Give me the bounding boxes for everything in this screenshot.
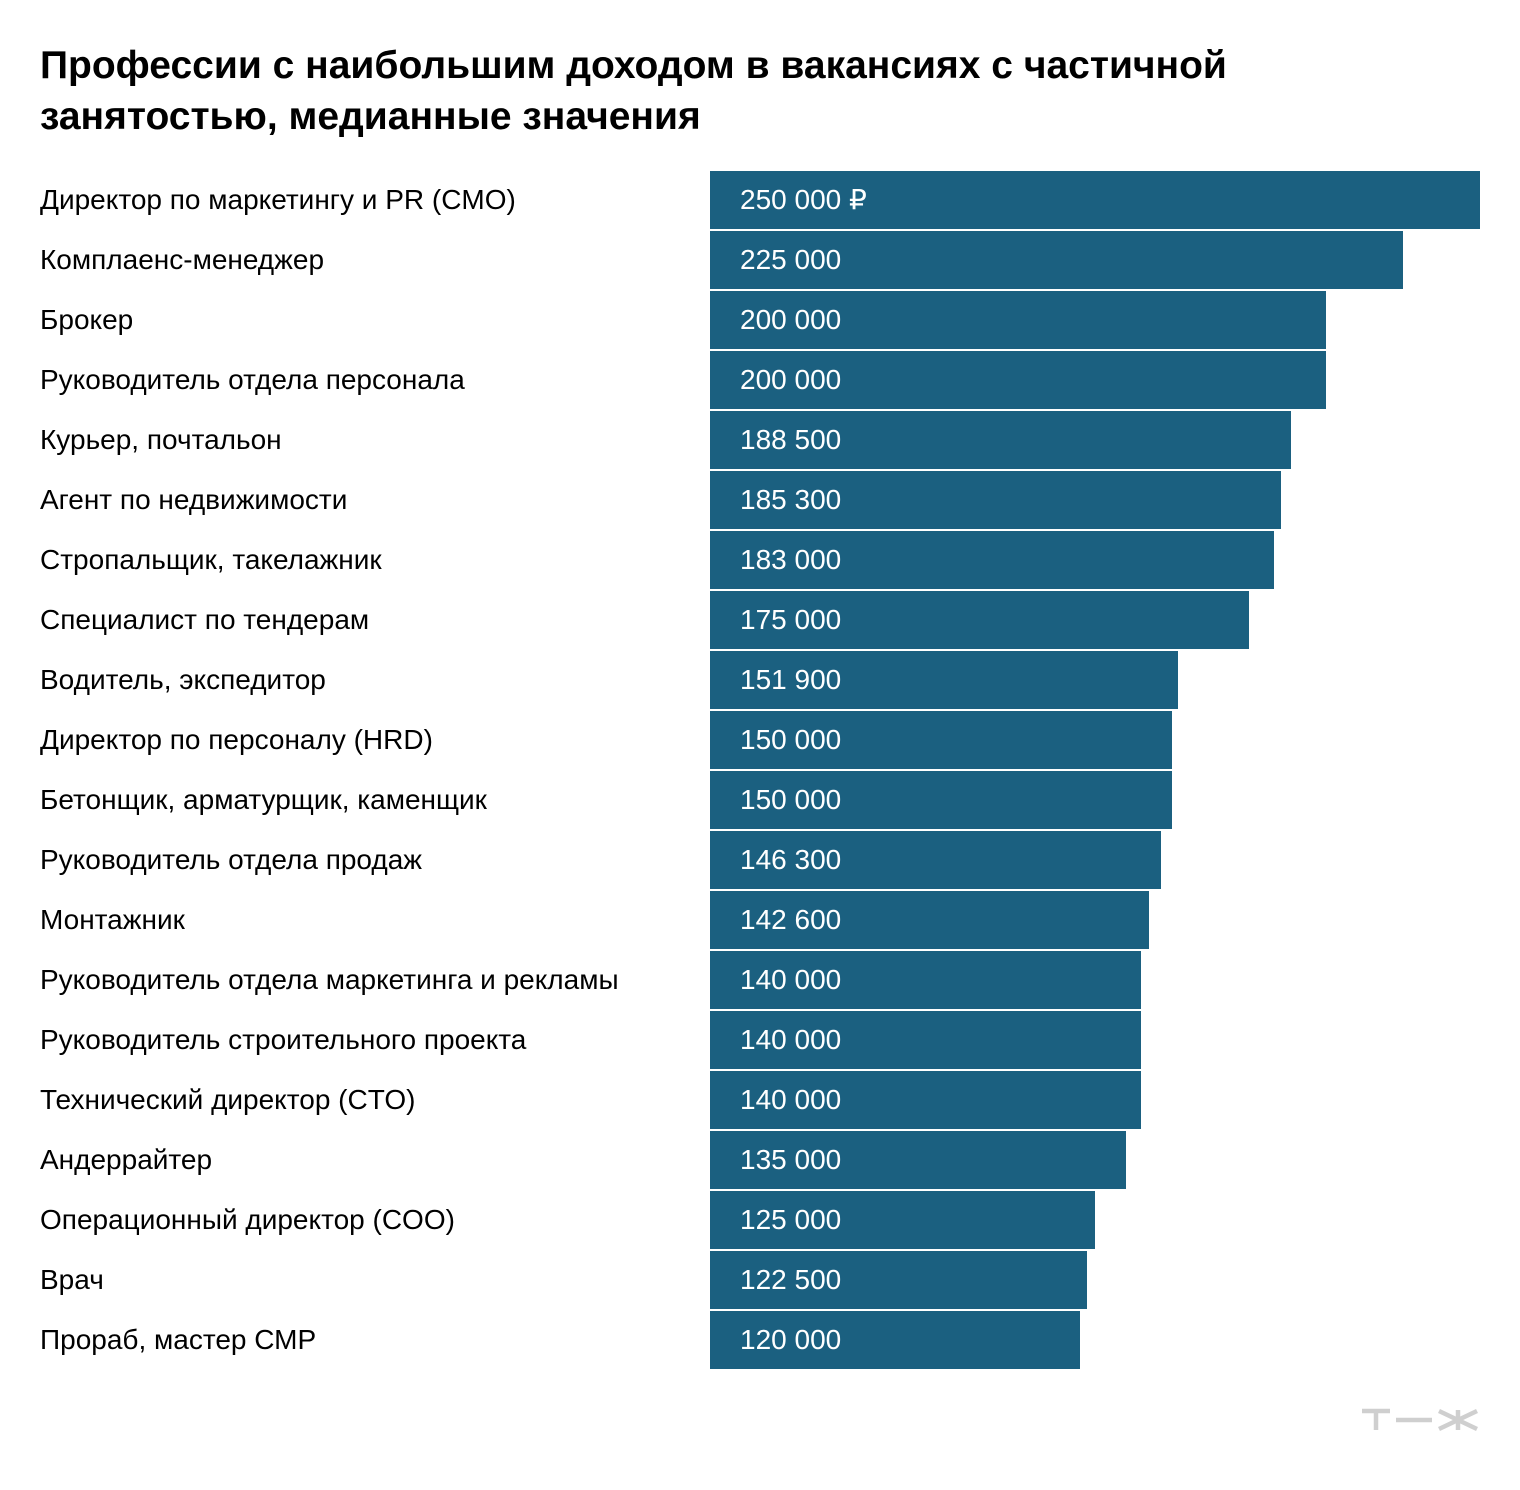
bar: 200 000 xyxy=(710,291,1326,349)
bar-value-label: 140 000 xyxy=(740,964,842,995)
bar: 151 900 xyxy=(710,651,1178,709)
bar-value-label: 150 000 xyxy=(740,784,842,815)
bar-value-label: 140 000 xyxy=(740,1084,842,1115)
tzh-logo xyxy=(1362,1408,1478,1432)
category-label: Врач xyxy=(40,1264,104,1295)
bar-value-label: 150 000 xyxy=(740,724,842,755)
bar-value-label: 188 500 xyxy=(740,424,842,455)
category-label: Монтажник xyxy=(40,904,185,935)
bar-value-label: 142 600 xyxy=(740,904,842,935)
category-label: Руководитель строительного проекта xyxy=(40,1024,527,1055)
bar: 140 000 xyxy=(710,1011,1141,1069)
chart-title: Профессии с наибольшим доходом в ваканси… xyxy=(40,44,1227,138)
category-label: Руководитель отдела маркетинга и рекламы xyxy=(40,964,619,995)
category-label: Комплаенс-менеджер xyxy=(40,244,325,275)
bar-value-label: 225 000 xyxy=(740,244,842,275)
bar-value-label: 200 000 xyxy=(740,364,842,395)
category-label: Агент по недвижимости xyxy=(40,484,348,515)
category-label: Прораб, мастер СМР xyxy=(40,1324,317,1355)
bar-value-label: 151 900 xyxy=(740,664,842,695)
bar: 125 000 xyxy=(710,1191,1095,1249)
category-label: Операционный директор (COO) xyxy=(40,1204,455,1235)
category-label: Директор по маркетингу и PR (CMO) xyxy=(40,184,516,215)
bar: 150 000 xyxy=(710,711,1172,769)
bar: 140 000 xyxy=(710,951,1141,1009)
category-label: Брокер xyxy=(40,304,134,335)
bar: 122 500 xyxy=(710,1251,1087,1309)
bar: 175 000 xyxy=(710,591,1249,649)
category-label: Руководитель отдела продаж xyxy=(40,844,423,875)
category-label: Директор по персоналу (HRD) xyxy=(40,724,433,755)
bar: 135 000 xyxy=(710,1131,1126,1189)
category-label: Бетонщик, арматурщик, каменщик xyxy=(40,784,487,815)
bar: 250 000 ₽ xyxy=(710,171,1480,229)
bar: 150 000 xyxy=(710,771,1172,829)
bar-value-label: 140 000 xyxy=(740,1024,842,1055)
bar-value-label: 175 000 xyxy=(740,604,842,635)
category-label: Курьер, почтальон xyxy=(40,424,282,455)
category-label: Технический директор (CTO) xyxy=(40,1084,416,1115)
category-label: Стропальщик, такелажник xyxy=(40,544,382,575)
bar-value-label: 120 000 xyxy=(740,1324,842,1355)
bar-value-label: 125 000 xyxy=(740,1204,842,1235)
bar: 142 600 xyxy=(710,891,1149,949)
category-label: Специалист по тендерам xyxy=(40,604,370,635)
category-label: Руководитель отдела персонала xyxy=(40,364,465,395)
bar-value-label: 183 000 xyxy=(740,544,842,575)
bar-value-label: 185 300 xyxy=(740,484,842,515)
bar: 140 000 xyxy=(710,1071,1141,1129)
bar: 225 000 xyxy=(710,231,1403,289)
bar: 188 500 xyxy=(710,411,1291,469)
bar: 185 300 xyxy=(710,471,1281,529)
bar-value-label: 200 000 xyxy=(740,304,842,335)
bar: 146 300 xyxy=(710,831,1161,889)
bar-value-label: 135 000 xyxy=(740,1144,842,1175)
bar-value-label: 122 500 xyxy=(740,1264,842,1295)
bar: 200 000 xyxy=(710,351,1326,409)
category-label: Андеррайтер xyxy=(40,1144,213,1175)
bar-value-label: 250 000 ₽ xyxy=(740,184,867,215)
bar: 120 000 xyxy=(710,1311,1080,1369)
bar: 183 000 xyxy=(710,531,1274,589)
bar-value-label: 146 300 xyxy=(740,844,842,875)
category-label: Водитель, экспедитор xyxy=(40,664,326,695)
